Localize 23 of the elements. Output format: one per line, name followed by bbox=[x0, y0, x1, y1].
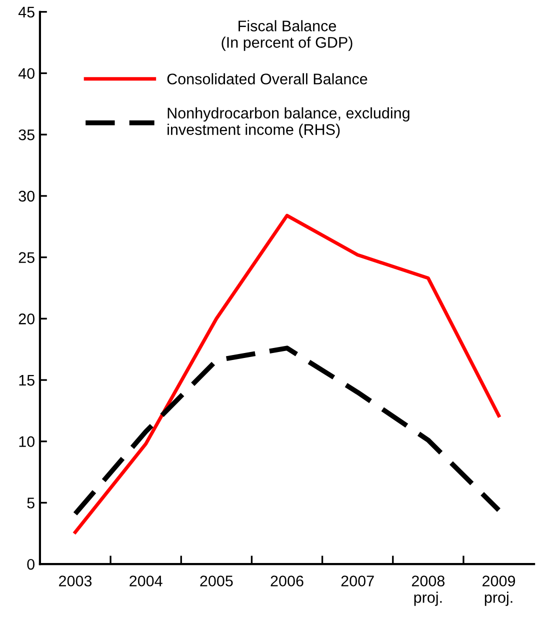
x-tick-label: 2003 bbox=[59, 576, 92, 586]
line-series bbox=[74, 214, 500, 534]
y-tick-label: 40 bbox=[18, 68, 35, 79]
y-tick-label: 35 bbox=[18, 129, 34, 140]
x-tick-label: 2006 bbox=[270, 576, 304, 586]
x-tick-label: 2007 bbox=[341, 576, 374, 586]
x-tick-label: 2004 bbox=[130, 576, 162, 586]
x-tick-label: 2008 proj. bbox=[412, 576, 445, 606]
y-tick-label: 0 bbox=[27, 558, 34, 570]
x-tick-label: 2005 bbox=[200, 576, 233, 586]
y-tick-label: 30 bbox=[18, 190, 35, 202]
legend-label: Nonhydrocarbon balance, excluding investment income (RHS) bbox=[168, 107, 410, 138]
y-tick-label: 25 bbox=[18, 252, 34, 263]
legend-label: Consolidated Overall Balance bbox=[167, 73, 368, 84]
y-tick-label: 45 bbox=[18, 6, 34, 18]
y-tick-label: 5 bbox=[27, 498, 34, 508]
y-tick-label: 10 bbox=[19, 436, 35, 448]
y-tick-label: 20 bbox=[18, 314, 35, 324]
line-series bbox=[72, 346, 502, 516]
x-tick-label: 2009 proj. bbox=[482, 576, 516, 606]
text: (In percent of GDP) bbox=[222, 36, 352, 51]
y-tick-label: 15 bbox=[19, 375, 34, 386]
chart-title: Fiscal Balance bbox=[238, 20, 336, 32]
